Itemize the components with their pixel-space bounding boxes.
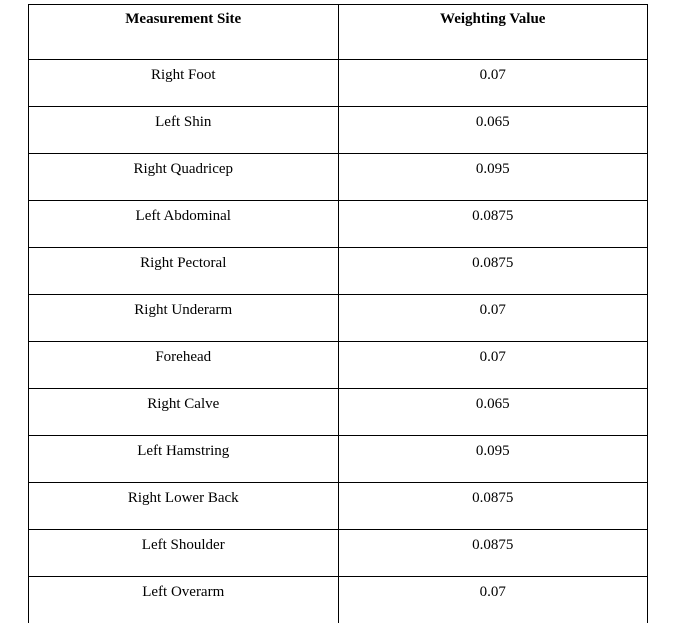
cell-site: Left Shin [29, 107, 339, 154]
cell-value: 0.0875 [338, 530, 648, 577]
weighting-table: Measurement Site Weighting Value Right F… [28, 4, 648, 623]
table-row: Right Foot 0.07 [29, 60, 648, 107]
cell-value: 0.0875 [338, 483, 648, 530]
table-row: Left Abdominal 0.0875 [29, 201, 648, 248]
col-header-value: Weighting Value [338, 5, 648, 60]
table-row: Left Shin 0.065 [29, 107, 648, 154]
cell-value: 0.065 [338, 389, 648, 436]
cell-site: Right Quadricep [29, 154, 339, 201]
cell-site: Right Lower Back [29, 483, 339, 530]
cell-site: Left Overarm [29, 577, 339, 623]
cell-value: 0.095 [338, 154, 648, 201]
table-row: Left Shoulder 0.0875 [29, 530, 648, 577]
cell-value: 0.07 [338, 342, 648, 389]
cell-site: Right Pectoral [29, 248, 339, 295]
table-row: Left Hamstring 0.095 [29, 436, 648, 483]
cell-site: Left Hamstring [29, 436, 339, 483]
table-row: Right Calve 0.065 [29, 389, 648, 436]
table-row: Right Pectoral 0.0875 [29, 248, 648, 295]
table-row: Forehead 0.07 [29, 342, 648, 389]
col-header-site: Measurement Site [29, 5, 339, 60]
cell-value: 0.07 [338, 60, 648, 107]
cell-value: 0.07 [338, 577, 648, 623]
cell-value: 0.095 [338, 436, 648, 483]
cell-value: 0.0875 [338, 248, 648, 295]
cell-value: 0.065 [338, 107, 648, 154]
cell-site: Left Shoulder [29, 530, 339, 577]
cell-site: Forehead [29, 342, 339, 389]
cell-site: Left Abdominal [29, 201, 339, 248]
cell-value: 0.07 [338, 295, 648, 342]
table-row: Right Lower Back 0.0875 [29, 483, 648, 530]
table-row: Right Underarm 0.07 [29, 295, 648, 342]
table-header-row: Measurement Site Weighting Value [29, 5, 648, 60]
table-row: Right Quadricep 0.095 [29, 154, 648, 201]
cell-site: Right Underarm [29, 295, 339, 342]
cell-value: 0.0875 [338, 201, 648, 248]
page: Measurement Site Weighting Value Right F… [0, 0, 675, 533]
table-row: Left Overarm 0.07 [29, 577, 648, 623]
cell-site: Right Foot [29, 60, 339, 107]
cell-site: Right Calve [29, 389, 339, 436]
